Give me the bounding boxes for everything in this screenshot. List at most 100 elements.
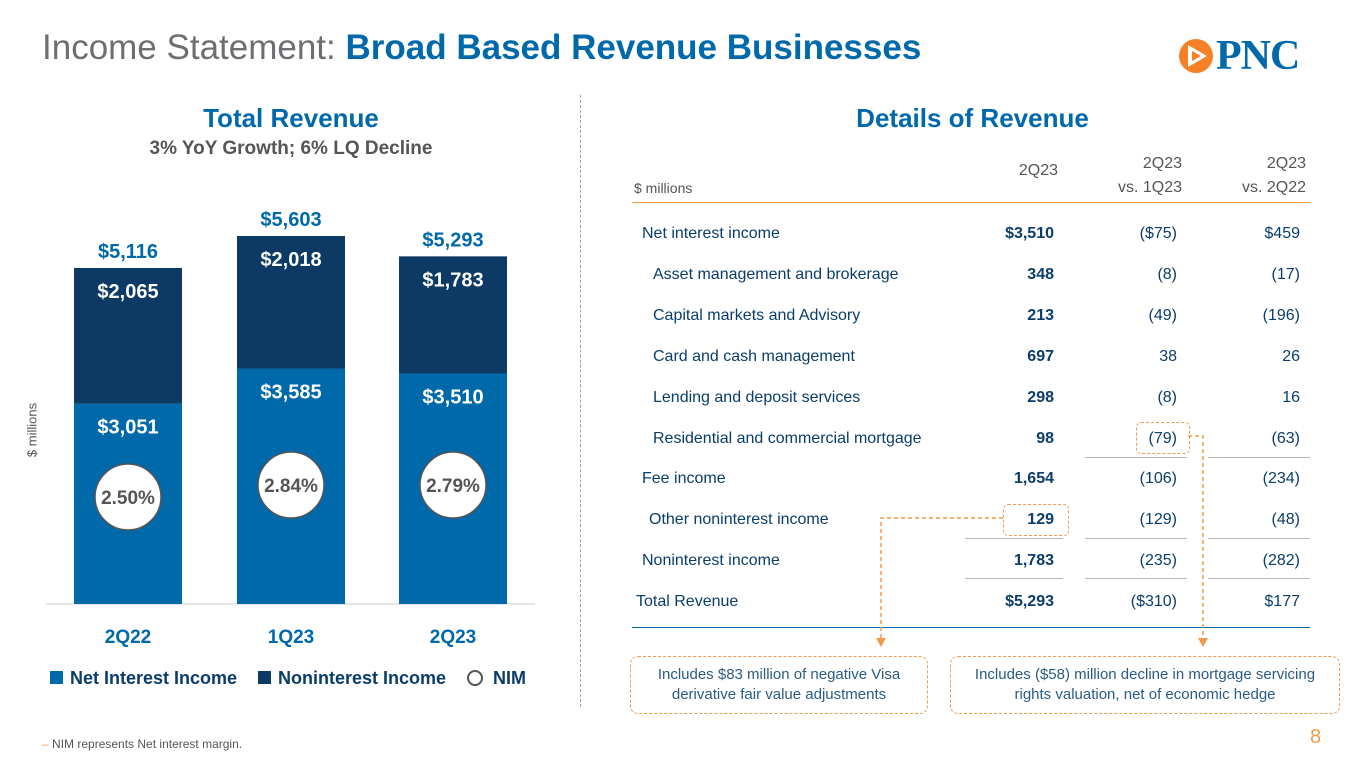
data-label-noninterest: $1,783 (422, 269, 483, 291)
value-vs-1q23: (129) (1139, 511, 1177, 528)
value-vs-2q22: 26 (1282, 348, 1300, 365)
x-tick-label: 1Q23 (268, 627, 314, 648)
data-label-noninterest: $2,018 (260, 249, 321, 271)
data-label-total: $5,603 (260, 209, 321, 231)
table-bottom-rule (632, 627, 1310, 628)
header-rule (632, 202, 1310, 203)
table-row: Lending and deposit services 298 (8) 16 (632, 383, 1310, 413)
value-2q23: 1,654 (1013, 470, 1054, 487)
nim-label: 2.84% (264, 476, 318, 497)
bar-noninterest-income (74, 267, 182, 404)
row-label: Lending and deposit services (653, 389, 861, 406)
legend-net-interest-income: Net Interest Income (50, 668, 237, 689)
data-label-net-interest: $3,051 (97, 417, 158, 439)
table-row: Residential and commercial mortgage 98 (… (632, 424, 1310, 454)
value-vs-2q22: (48) (1271, 511, 1300, 528)
chart-title: Total Revenue (203, 103, 379, 133)
section-divider (580, 95, 581, 707)
row-label: Net interest income (642, 225, 780, 242)
pnc-triangle-icon (1179, 39, 1213, 73)
col-header-2q23: 2Q23 (960, 160, 1058, 182)
legend-noninterest-income: Noninterest Income (258, 668, 446, 689)
subtotal-rule (1208, 457, 1310, 458)
value-vs-2q22: $459 (1264, 225, 1300, 242)
value-vs-1q23: (79) (1148, 430, 1177, 447)
col-header-line2: vs. 2Q22 (1241, 179, 1306, 196)
legend-square-blue-icon (50, 671, 63, 685)
col-header-line1: 2Q23 (1142, 155, 1182, 172)
title-main: Broad Based Revenue Businesses (345, 28, 922, 67)
subtotal-rule (1208, 578, 1310, 579)
note-visa: Includes $83 million of negative Visa de… (630, 656, 928, 714)
nim-label: 2.79% (426, 476, 480, 497)
row-label: Fee income (642, 470, 726, 487)
chart-subtitle: 3% YoY Growth; 6% LQ Decline (149, 138, 433, 159)
table-row: Noninterest income 1,783 (235) (282) (632, 546, 1310, 576)
value-vs-1q23: (106) (1139, 470, 1177, 487)
value-vs-1q23: (8) (1157, 266, 1177, 283)
value-vs-1q23: ($310) (1130, 593, 1177, 610)
value-vs-1q23: (235) (1139, 552, 1177, 569)
row-label: Residential and commercial mortgage (653, 430, 922, 447)
page-number: 8 (1310, 726, 1322, 748)
value-vs-1q23: (49) (1148, 307, 1177, 324)
value-2q23: $5,293 (1005, 593, 1054, 610)
value-vs-1q23: (8) (1157, 389, 1177, 406)
col-header-vs-2q22: 2Q23 vs. 2Q22 (1200, 152, 1306, 200)
value-2q23: 213 (1027, 307, 1054, 324)
connector-visa (880, 517, 1003, 640)
subtotal-rule (1085, 457, 1187, 458)
value-vs-2q22: $177 (1264, 593, 1300, 610)
col-header-line1: 2Q23 (1266, 155, 1306, 172)
pnc-logo: PNC (1176, 33, 1328, 79)
subtotal-rule (1208, 538, 1310, 539)
col-header-line2: 2Q23 (1018, 162, 1058, 179)
data-label-net-interest: $3,585 (260, 382, 321, 404)
table-row: Capital markets and Advisory 213 (49) (1… (632, 301, 1310, 331)
logo-text: PNC (1216, 33, 1300, 79)
row-label: Total Revenue (636, 593, 739, 610)
footnote-dash-icon: – (42, 737, 49, 751)
legend-label: Noninterest Income (278, 668, 447, 688)
nim-circle (257, 451, 325, 519)
value-vs-2q22: (282) (1262, 552, 1300, 569)
value-2q23: 298 (1027, 389, 1054, 406)
revenue-bar-chart: $2,065 $3,051 $5,116 2.50% 2Q22 $2,018 $3,585 $… (46, 209, 535, 648)
subtotal-rule (1085, 538, 1187, 539)
legend-label: NIM (493, 668, 526, 688)
table-row: Other noninterest income 129 (129) (48) (632, 505, 1310, 535)
value-2q23: 98 (1036, 430, 1054, 447)
title-prefix: Income Statement: (42, 28, 336, 67)
details-title: Details of Revenue (856, 103, 1089, 133)
page-title: Income Statement: Broad Based Revenue Bu… (42, 28, 921, 68)
data-label-total: $5,116 (98, 241, 158, 263)
subtotal-rule (1085, 578, 1187, 579)
legend-nim: NIM (467, 668, 526, 689)
subtotal-rule (965, 538, 1063, 539)
value-vs-1q23: ($75) (1139, 225, 1177, 242)
value-vs-2q22: 16 (1282, 389, 1300, 406)
row-label: Noninterest income (642, 552, 780, 569)
legend-square-navy-icon (258, 671, 271, 685)
nim-circle (419, 451, 487, 519)
table-row: Fee income 1,654 (106) (234) (632, 464, 1310, 494)
table-row: Net interest income $3,510 ($75) $459 (632, 219, 1310, 249)
bar-noninterest-income (237, 236, 345, 369)
x-tick-label: 2Q23 (430, 627, 476, 648)
row-label: Asset management and brokerage (653, 266, 899, 283)
value-vs-1q23: 38 (1159, 348, 1177, 365)
value-2q23: 1,783 (1013, 552, 1054, 569)
value-2q23: 129 (1027, 511, 1054, 528)
nim-label: 2.50% (101, 488, 155, 509)
table-row: Asset management and brokerage 348 (8) (… (632, 260, 1310, 290)
legend-ring-icon (467, 669, 483, 686)
unit-label: $ millions (634, 180, 693, 196)
nim-circle (94, 463, 162, 531)
connector-mortgage (1188, 435, 1204, 640)
subtotal-rule (965, 578, 1063, 579)
col-header-vs-1q23: 2Q23 vs. 1Q23 (1080, 152, 1182, 200)
footnote-text: NIM represents Net interest margin. (52, 737, 243, 751)
data-label-noninterest: $2,065 (97, 281, 158, 303)
value-vs-2q22: (17) (1271, 266, 1300, 283)
